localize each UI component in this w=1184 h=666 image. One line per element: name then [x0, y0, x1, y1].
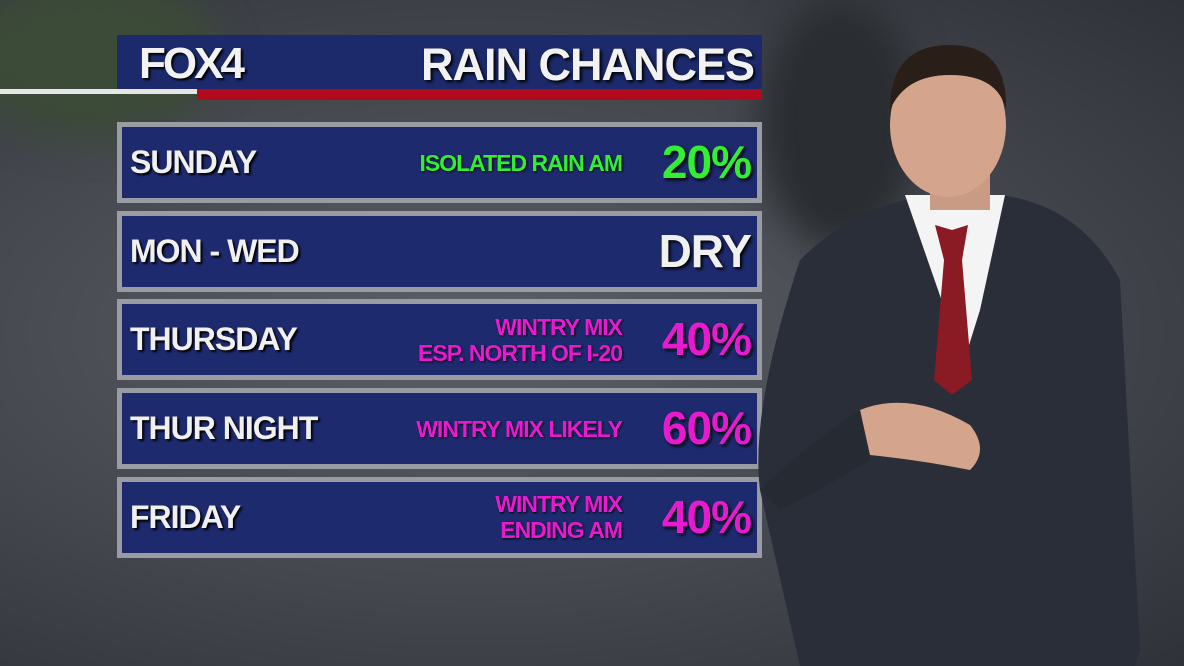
day-label: SUNDAY [130, 144, 257, 180]
condition-line: WINTRY MIX [495, 491, 623, 518]
forecast-row: MON - WED DRY [117, 210, 762, 292]
rain-chance: 40% [661, 490, 752, 543]
condition-line: WINTRY MIX [495, 313, 623, 340]
day-label: THUR NIGHT [130, 410, 318, 447]
header-red-bar [197, 89, 762, 100]
title-bar: FOX4 RAIN CHANCES [117, 35, 762, 91]
meteorologist [758, 45, 1140, 666]
condition-line: WINTRY MIX LIKELY [416, 415, 623, 442]
forecast-row: THUR NIGHT WINTRY MIX LIKELY 60% [117, 388, 762, 470]
rain-chance: 60% [661, 402, 752, 455]
header-white-line [0, 89, 197, 94]
graphic-title: RAIN CHANCES [420, 39, 755, 90]
day-label: MON - WED [130, 232, 300, 269]
forecast-row: THURSDAY WINTRY MIX ESP. NORTH OF I-20 40% [117, 299, 762, 381]
condition-line: ENDING AM [500, 517, 623, 544]
day-label: FRIDAY [130, 498, 241, 535]
rain-chance: 40% [661, 313, 752, 366]
rain-chance: 20% [661, 136, 752, 188]
condition-description: WINTRY MIX ENDING AM [495, 482, 623, 553]
condition-description: ISOLATED RAIN AM [420, 127, 623, 198]
day-label: THURSDAY [130, 321, 298, 358]
condition-description: WINTRY MIX ESP. NORTH OF I-20 [418, 304, 623, 375]
rain-chance: DRY [658, 224, 752, 277]
forecast-row: SUNDAY ISOLATED RAIN AM 20% [117, 122, 762, 203]
condition-line: ISOLATED RAIN AM [419, 149, 623, 176]
forecast-row: FRIDAY WINTRY MIX ENDING AM 40% [117, 476, 762, 558]
condition-description: WINTRY MIX LIKELY [416, 393, 623, 464]
fox4-logo: FOX4 [139, 39, 245, 88]
condition-line: ESP. NORTH OF I-20 [418, 339, 623, 366]
